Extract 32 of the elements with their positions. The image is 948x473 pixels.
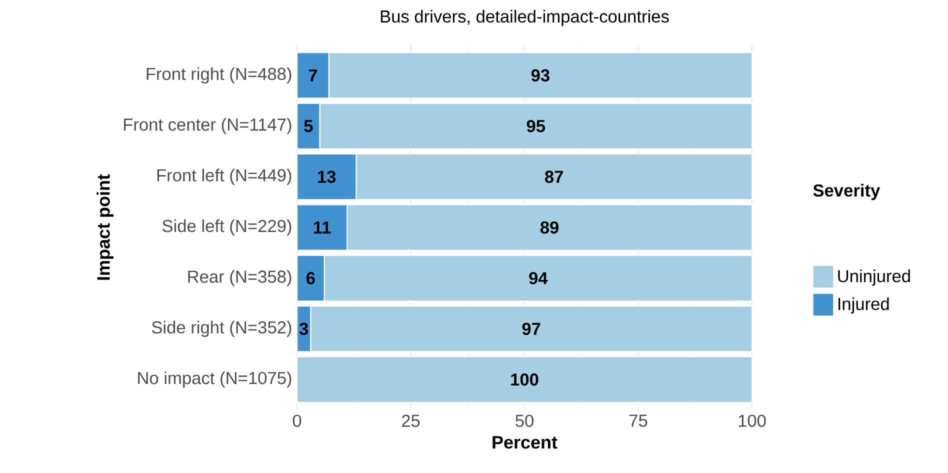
data-label: 94: [529, 272, 548, 284]
data-label: 5: [304, 120, 313, 132]
data-label: 6: [306, 272, 315, 284]
y-axis-title: Impact point: [96, 174, 114, 280]
data-label: 89: [540, 221, 559, 234]
chart-title: Bus drivers, detailed-impact-countries: [380, 10, 669, 26]
x-axis-title: Percent: [492, 436, 558, 449]
y-tick-label: Front left (N=449): [157, 168, 292, 185]
data-label: 11: [314, 222, 331, 234]
data-label: 87: [544, 170, 563, 183]
x-tick-label: 50: [516, 414, 534, 427]
legend-label: Uninjured: [838, 270, 910, 286]
data-label: 7: [308, 69, 317, 82]
y-tick-label: Front center (N=1147): [124, 118, 292, 134]
y-tick-label: Front right (N=488): [146, 67, 292, 84]
bar: [296, 356, 753, 403]
y-tick-label: Side left (N=229): [162, 219, 292, 236]
data-label: 93: [531, 69, 550, 82]
x-tick-label: 75: [630, 414, 648, 427]
x-tick-label: 0: [292, 414, 302, 427]
data-label: 97: [522, 322, 540, 336]
data-label: 13: [318, 170, 336, 183]
legend-title: Severity: [813, 184, 880, 200]
legend-label: Injured: [838, 297, 889, 314]
y-tick-label: Rear (N=358): [188, 270, 292, 286]
x-tick-label: 100: [738, 414, 766, 427]
data-label: 100: [511, 373, 538, 386]
data-label: 3: [299, 322, 308, 336]
y-tick-label: No impact (N=1075): [138, 371, 292, 388]
x-tick-label: 25: [402, 414, 420, 427]
data-label: 95: [526, 120, 546, 132]
y-tick-label: Side right (N=352): [152, 320, 292, 337]
